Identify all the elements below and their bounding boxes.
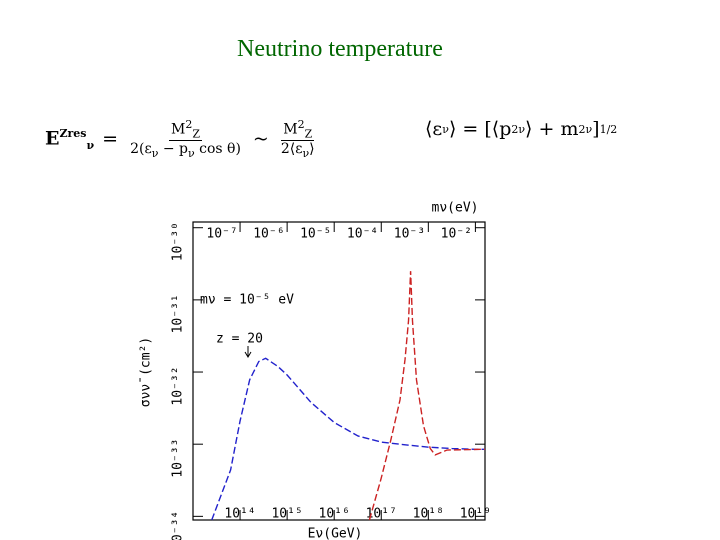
eq-part: Zres	[59, 126, 87, 140]
y-tick-label: 10⁻³⁴	[171, 511, 186, 540]
eq-part: 2	[297, 118, 305, 131]
eq-part: ν	[518, 122, 526, 136]
eq-part: ⟩ = [⟨p	[448, 118, 512, 140]
eq-part: M	[283, 121, 298, 138]
eq-part: − p	[158, 141, 188, 158]
equation: EZresν = M2Z 2(εν − pν cos θ) ~ M2Z 2⟨εν⟩	[45, 118, 319, 160]
annotation: mν = 10⁻⁵ eV	[200, 293, 294, 308]
eq-part: ⟩ + m	[525, 118, 579, 140]
x2-tick-label: 10⁻⁴	[347, 227, 378, 242]
x-tick-label: 10¹⁸	[413, 507, 444, 522]
plot-frame	[192, 221, 486, 521]
eq-part: cos θ)	[194, 141, 241, 158]
x-tick-label: 10¹⁶	[319, 507, 350, 522]
eq-part: ⟩	[309, 141, 315, 158]
eq-part: 2	[511, 122, 519, 136]
equation: ⟨ε ν ⟩ = [⟨p 2 ν ⟩ + m 2 ν] 1/2	[425, 118, 617, 140]
eq-part: ν	[585, 122, 593, 136]
x2-tick-label: 10⁻⁵	[300, 227, 331, 242]
data-line	[368, 271, 486, 521]
y-axis-label: σνν̄ (cm²)	[139, 337, 154, 407]
eq-part: M	[171, 121, 186, 138]
eq-part: ν	[86, 138, 95, 152]
x-tick-label: 10¹⁵	[271, 507, 302, 522]
eq-part: ]	[592, 118, 600, 140]
eq-part: 1/2	[599, 122, 618, 136]
eq-part: 2	[185, 118, 193, 131]
eq-part: 2(ε	[130, 141, 152, 158]
x2-tick-label: 10⁻⁶	[253, 227, 284, 242]
x-tick-label: 10¹⁹	[460, 507, 491, 522]
eq-part: =	[102, 128, 119, 151]
y-tick-label: 10⁻³²	[171, 366, 186, 405]
x2-tick-label: 10⁻³	[394, 227, 425, 242]
x-tick-label: 10¹⁷	[366, 507, 397, 522]
eq-part: Z	[304, 127, 313, 141]
eq-part: 2⟨ε	[280, 141, 303, 158]
x2-tick-label: 10⁻⁷	[206, 227, 237, 242]
eq-part: ν	[151, 147, 159, 161]
y-tick-label: 10⁻³¹	[171, 294, 186, 333]
eq-part: ν	[187, 147, 195, 161]
data-line	[211, 357, 485, 521]
eq-part: 2	[578, 122, 586, 136]
x2-tick-label: 10⁻²	[441, 227, 472, 242]
x-tick-label: 10¹⁴	[224, 507, 255, 522]
x-axis-label: Eν(GeV)	[308, 527, 363, 540]
arrow	[244, 346, 252, 358]
eq-part: ν	[442, 122, 449, 136]
y-tick-label: 10⁻³³	[171, 439, 186, 478]
y-tick-label: 10⁻³⁰	[171, 222, 186, 261]
eq-part: ~	[252, 128, 269, 151]
eq-part: ⟨ε	[425, 118, 443, 140]
eq-part: Z	[192, 127, 200, 141]
eq-part: ν	[302, 147, 310, 161]
annotation: z = 20	[216, 332, 263, 347]
eq-part: E	[45, 126, 60, 149]
x2-axis-label: mν(eV)	[432, 201, 479, 216]
slide-title: Neutrino temperature	[237, 36, 443, 62]
